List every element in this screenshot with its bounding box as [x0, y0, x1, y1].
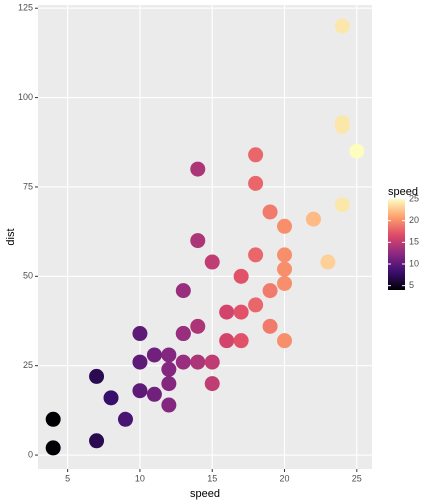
point [262, 283, 278, 299]
point [103, 390, 119, 406]
point [277, 218, 293, 234]
x-tick-label: 20 [280, 473, 290, 483]
colorbar-tick-label: 20 [409, 215, 419, 225]
colorbar-tick-label: 15 [409, 237, 419, 247]
point [334, 18, 350, 34]
point [305, 211, 321, 227]
y-tick-label: 75 [23, 181, 33, 191]
point [89, 433, 105, 449]
point [277, 247, 293, 263]
point [248, 147, 264, 163]
point [132, 354, 148, 370]
x-tick-label: 5 [65, 473, 70, 483]
x-tick-label: 10 [135, 473, 145, 483]
point [204, 376, 220, 392]
y-axis-label: dist [5, 228, 17, 245]
point [233, 304, 249, 320]
point [277, 275, 293, 291]
colorbar-tick-label: 5 [409, 280, 414, 290]
point [248, 297, 264, 313]
point [248, 247, 264, 263]
point [190, 161, 206, 177]
point [190, 354, 206, 370]
point [219, 304, 235, 320]
y-tick-label: 125 [18, 3, 33, 13]
point [89, 368, 105, 384]
colorbar [388, 199, 405, 290]
point [161, 361, 177, 377]
point [233, 268, 249, 284]
y-tick-label: 50 [23, 271, 33, 281]
point [349, 143, 365, 159]
point [334, 197, 350, 213]
point [262, 318, 278, 334]
point [146, 347, 162, 363]
point [334, 115, 350, 131]
point [161, 376, 177, 392]
point [233, 333, 249, 349]
legend-title: speed [388, 186, 418, 198]
point [320, 254, 336, 270]
point [175, 326, 191, 342]
colorbar-tick-label: 10 [409, 258, 419, 268]
point [175, 283, 191, 299]
point [190, 318, 206, 334]
point [117, 411, 133, 427]
point [146, 386, 162, 402]
point [161, 347, 177, 363]
panel [38, 5, 372, 469]
point [175, 354, 191, 370]
x-axis-label: speed [190, 488, 220, 500]
point [132, 383, 148, 399]
point [45, 440, 61, 456]
y-tick-label: 100 [18, 92, 33, 102]
point [204, 254, 220, 270]
point [248, 175, 264, 191]
x-tick-label: 25 [352, 473, 362, 483]
y-tick-label: 0 [28, 449, 33, 459]
point [219, 333, 235, 349]
point [204, 354, 220, 370]
point [132, 326, 148, 342]
x-tick-label: 15 [207, 473, 217, 483]
point [277, 261, 293, 277]
y-tick-label: 25 [23, 360, 33, 370]
point [190, 233, 206, 249]
point [45, 411, 61, 427]
point [262, 204, 278, 220]
point [277, 333, 293, 349]
point [161, 397, 177, 413]
colorbar-tick-label: 25 [409, 193, 419, 203]
